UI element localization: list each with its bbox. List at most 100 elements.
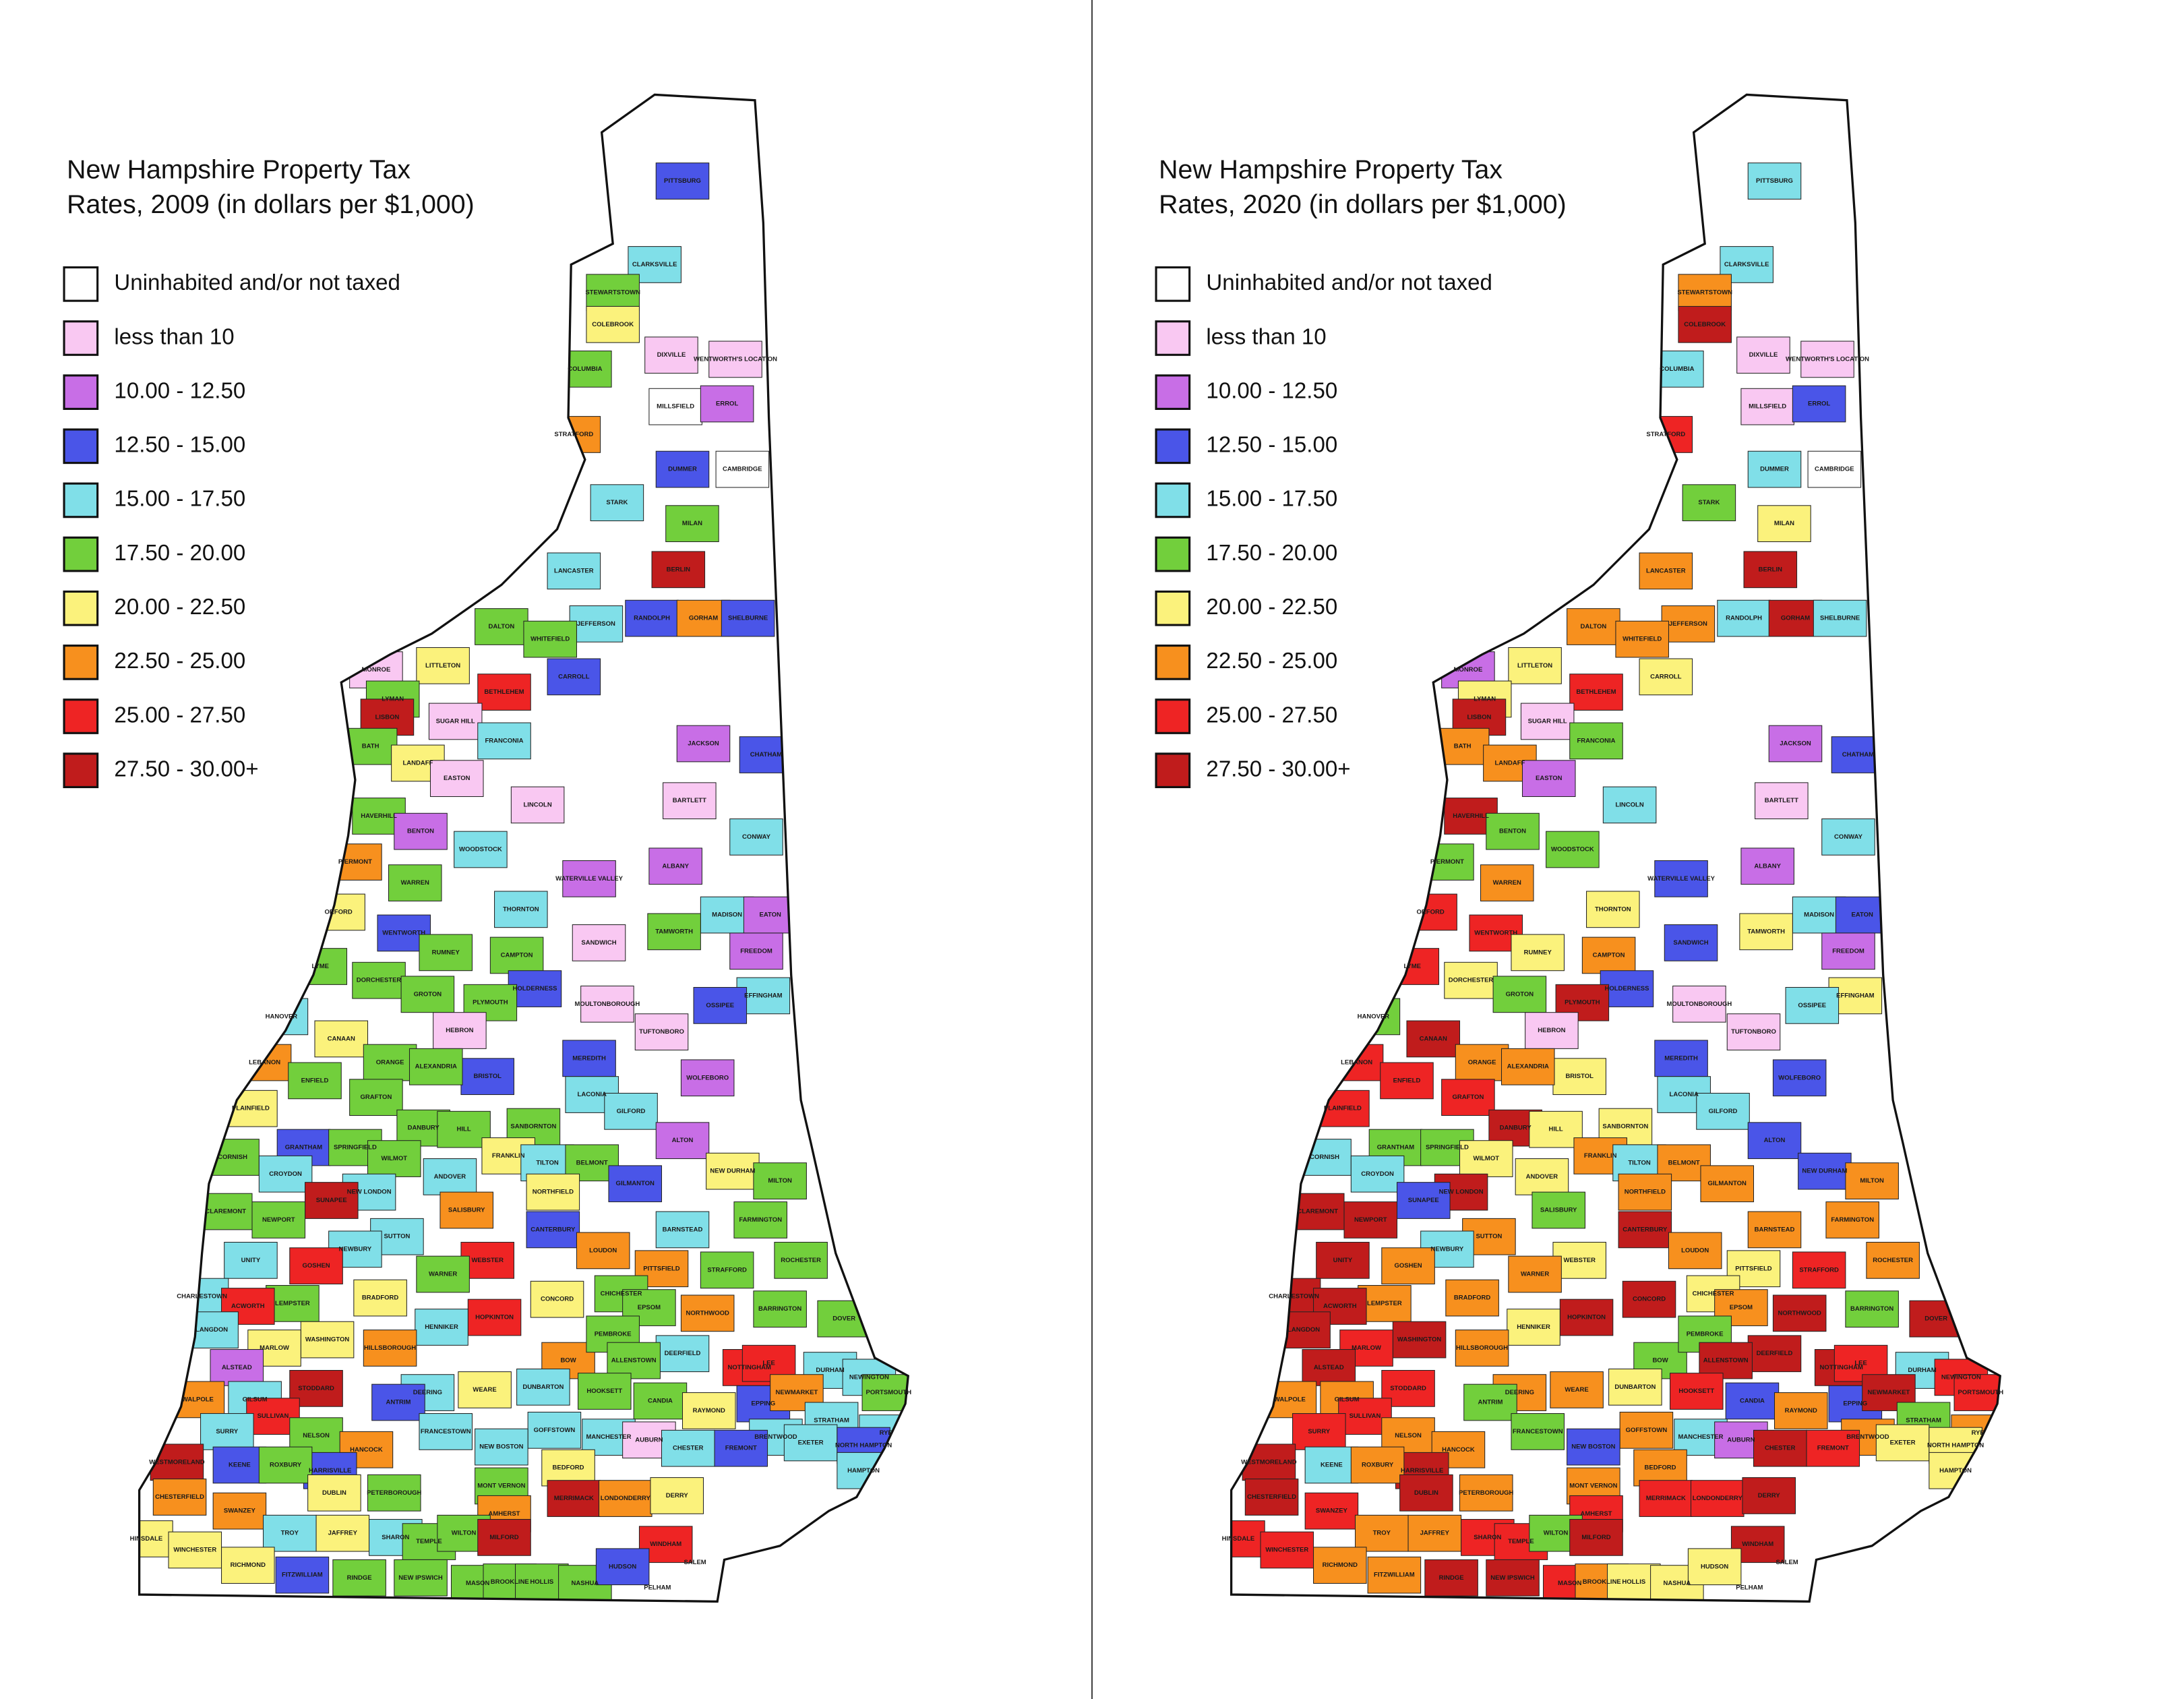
- town-label: WINCHESTER: [1265, 1547, 1308, 1554]
- town: [1757, 505, 1811, 543]
- town-label: LEE: [1854, 1360, 1867, 1367]
- town-label: LYME: [1403, 963, 1421, 970]
- town-label: MERRIMACK: [554, 1495, 594, 1502]
- town: [1747, 1122, 1802, 1160]
- town: [477, 674, 531, 711]
- town: [1508, 1255, 1562, 1293]
- town: [1785, 986, 1840, 1024]
- town: [1515, 1158, 1569, 1195]
- town: [1654, 860, 1708, 897]
- town-label: ENFIELD: [1393, 1077, 1421, 1084]
- town-label: GOFFSTOWN: [1626, 1427, 1668, 1434]
- town: [1639, 1480, 1693, 1517]
- town: [1740, 388, 1794, 425]
- town-label: MILFORD: [1581, 1534, 1610, 1541]
- town-label: SULLIVAN: [257, 1412, 289, 1420]
- town: [1700, 1165, 1755, 1203]
- town: [305, 1182, 359, 1219]
- town-label: STEWARTSTOWN: [585, 289, 640, 296]
- town: [258, 1446, 313, 1484]
- town-label: STRATFORD: [1646, 431, 1685, 438]
- town: [433, 1012, 487, 1049]
- town-label: FRANCONIA: [1577, 737, 1616, 744]
- town-label: BENTON: [1499, 828, 1526, 835]
- town-label: JACKSON: [688, 740, 719, 748]
- town: [1747, 1335, 1802, 1373]
- town-label: ORFORD: [325, 908, 353, 916]
- town-label: CAMBRIDGE: [1815, 466, 1854, 473]
- town: [655, 162, 710, 200]
- town-label: PIERMONT: [1430, 858, 1464, 866]
- town-label: RICHMOND: [231, 1561, 266, 1569]
- town-label: EATON: [1851, 912, 1873, 919]
- town-label: CHICHESTER: [601, 1290, 642, 1297]
- town-label: NEWMARKET: [1868, 1389, 1910, 1396]
- town: [1244, 1479, 1299, 1516]
- town-label: GILSUM: [243, 1396, 268, 1403]
- town-label: PITTSBURG: [664, 177, 701, 185]
- town-label: ALSTEAD: [1314, 1364, 1344, 1371]
- town-label: KEENE: [229, 1462, 251, 1469]
- town: [1821, 818, 1875, 856]
- town-label: LANDAFF: [402, 759, 433, 767]
- town-label: HILLSBOROUGH: [364, 1344, 416, 1352]
- town-label: NOTTINGHAM: [727, 1364, 770, 1371]
- town: [1615, 620, 1669, 658]
- legend-swatch: [63, 428, 99, 465]
- town: [1302, 1349, 1356, 1386]
- town-label: CHATHAM: [1842, 751, 1874, 758]
- town: [1399, 1474, 1453, 1512]
- town-label: DERRY: [666, 1492, 689, 1499]
- town: [1260, 1531, 1314, 1569]
- town: [1586, 891, 1640, 928]
- town: [1742, 1477, 1796, 1514]
- town-label: DUMMER: [668, 466, 697, 473]
- town-label: WARNER: [1521, 1271, 1549, 1278]
- town: [753, 1162, 807, 1199]
- town-label: NEW LONDON: [347, 1189, 392, 1196]
- town-label: GORHAM: [1781, 615, 1810, 622]
- town: [1813, 599, 1867, 637]
- town-label: NEW IPSWICH: [1490, 1574, 1535, 1582]
- town-label: NEW BOSTON: [479, 1443, 523, 1451]
- town-label: RUMNEY: [1524, 949, 1552, 956]
- town-label: MARLOW: [260, 1344, 289, 1352]
- town-label: CONWAY: [742, 833, 771, 841]
- town-label: SALEM: [1776, 1559, 1798, 1566]
- town-label: WENTWORTH'S LOCATION: [1786, 355, 1869, 363]
- town: [1397, 1182, 1451, 1219]
- town: [332, 1559, 386, 1597]
- town: [523, 620, 577, 658]
- town: [363, 1330, 417, 1367]
- town: [1441, 1079, 1495, 1116]
- legend-label: 20.00 - 22.50: [1206, 595, 1337, 620]
- town-label: PLYMOUTH: [1565, 999, 1600, 1007]
- town-label: NORTHWOOD: [686, 1309, 729, 1317]
- town-label: PITTSFIELD: [1735, 1265, 1772, 1272]
- legend-swatch: [63, 590, 99, 626]
- town: [541, 1449, 595, 1487]
- town-label: EPPING: [751, 1400, 775, 1408]
- town-label: ALEXANDRIA: [1507, 1063, 1549, 1071]
- town: [1480, 864, 1534, 901]
- town-label: LANGDON: [195, 1326, 228, 1334]
- town-label: STODDARD: [1390, 1385, 1426, 1392]
- town: [628, 246, 681, 283]
- town-label: GILFORD: [1709, 1108, 1738, 1115]
- town: [315, 1514, 370, 1552]
- legend-label: 17.50 - 20.00: [1206, 541, 1337, 566]
- town-label: ALLENSTOWN: [611, 1357, 657, 1365]
- town: [1500, 1048, 1555, 1085]
- town-label: MONT VERNON: [1569, 1482, 1617, 1489]
- town: [1381, 1247, 1435, 1284]
- town-label: SURRY: [1308, 1428, 1331, 1435]
- town: [300, 1321, 355, 1359]
- town-label: SALISBURY: [448, 1207, 485, 1214]
- town-label: KEENE: [1321, 1462, 1343, 1469]
- town: [586, 274, 640, 311]
- town: [753, 1290, 807, 1328]
- town-label: FARMINGTON: [1831, 1216, 1874, 1224]
- town: [289, 1247, 343, 1284]
- legend-label: 27.50 - 30.00+: [1206, 756, 1350, 781]
- town: [460, 1058, 514, 1096]
